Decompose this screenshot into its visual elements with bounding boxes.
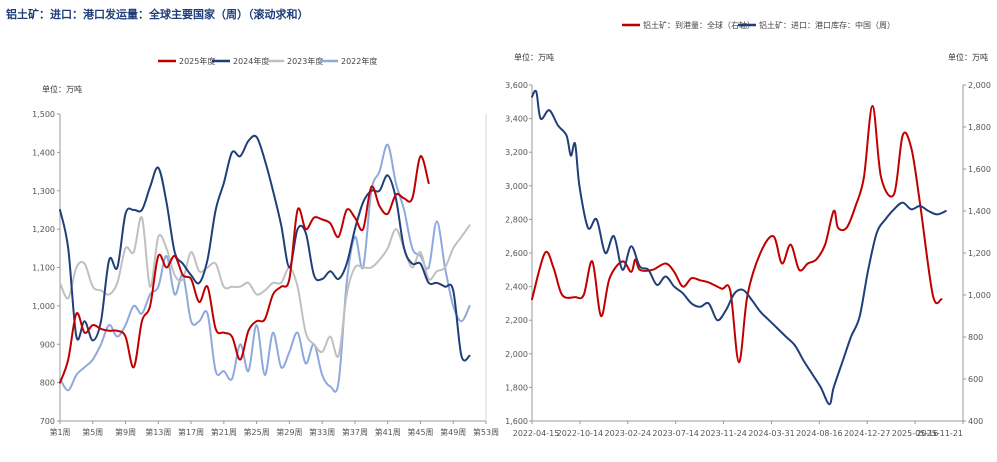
page-title: 铝土矿：进口：港口发运量：全球主要国家（周）（滚动求和） — [6, 8, 309, 21]
y-tick-label: 700 — [40, 417, 55, 426]
y-tick-label-right: 1,000 — [968, 291, 991, 300]
y-tick-label: 1,200 — [32, 225, 55, 234]
y-tick-label: 1,500 — [32, 110, 55, 119]
x-tick-label: 第1周 — [49, 427, 70, 437]
legend-label: 2023年度 — [287, 56, 323, 66]
y-tick-label-left: 1,600 — [505, 417, 528, 426]
x-tick-label: 第21周 — [211, 427, 237, 437]
y-tick-label-left: 3,600 — [505, 81, 528, 90]
x-tick-label: 2022-10-14 — [557, 429, 604, 438]
y-tick-label-left: 2,400 — [505, 283, 528, 292]
y-tick-label-right: 1,200 — [968, 249, 991, 258]
y-tick-label-right: 2,000 — [968, 81, 991, 90]
legend-label: 2024年度 — [233, 56, 269, 66]
y-tick-label-left: 3,000 — [505, 182, 528, 191]
legend-label: 2022年度 — [341, 56, 377, 66]
x-tick-label: 2025-05-16 — [892, 429, 939, 438]
y-tick-label: 1,000 — [32, 302, 55, 311]
y-tick-label: 900 — [40, 340, 55, 349]
x-tick-label: 第53周 — [473, 427, 499, 437]
x-tick-label: 2023-02-24 — [605, 429, 652, 438]
x-tick-label: 2024-08-16 — [796, 429, 843, 438]
series-line-2022年度 — [59, 143, 471, 393]
unit-label-left: 单位：万吨 — [514, 52, 554, 62]
series-line-left — [531, 89, 947, 406]
x-tick-label: 第29周 — [276, 427, 302, 437]
y-tick-label-left: 1,800 — [505, 383, 528, 392]
legend-label: 2025年度 — [179, 56, 215, 66]
x-tick-label: 2022-04-15 — [513, 429, 560, 438]
x-tick-label: 2023-07-14 — [652, 429, 699, 438]
x-tick-label: 第41周 — [375, 427, 401, 437]
y-tick-label-right: 1,600 — [968, 165, 991, 174]
y-tick-label-right: 400 — [968, 417, 983, 426]
x-tick-label: 第25周 — [244, 427, 270, 437]
y-tick-label-right: 600 — [968, 375, 983, 384]
x-tick-label: 第5周 — [82, 427, 103, 437]
legend-label: 铝土矿：进口：港口库存：中国（周） — [759, 20, 895, 30]
series-line-2023年度 — [59, 216, 471, 359]
x-tick-label: 第45周 — [407, 427, 433, 437]
unit-label-right: 单位：万吨 — [948, 52, 988, 62]
x-tick-label: 第49周 — [440, 427, 466, 437]
y-tick-label-right: 1,400 — [968, 207, 991, 216]
y-tick-label-left: 2,800 — [505, 215, 528, 224]
x-tick-label: 2023-11-24 — [700, 429, 747, 438]
y-tick-label-right: 800 — [968, 333, 983, 342]
unit-label: 单位：万吨 — [42, 84, 82, 94]
y-tick-label-left: 2,000 — [505, 350, 528, 359]
y-tick-label: 1,400 — [32, 148, 55, 157]
x-tick-label: 第13周 — [145, 427, 171, 437]
legend-label: 铝土矿：到港量：全球（右轴） — [643, 20, 755, 30]
y-tick-label-left: 2,600 — [505, 249, 528, 258]
x-tick-label: 2024-03-31 — [748, 429, 795, 438]
y-tick-label-left: 3,200 — [505, 148, 528, 157]
series-line-right — [531, 105, 943, 364]
x-tick-label: 2024-12-27 — [844, 429, 891, 438]
series-line-2025年度 — [59, 155, 430, 384]
y-tick-label-left: 2,200 — [505, 316, 528, 325]
series-line-2024年度 — [59, 134, 471, 362]
y-tick-label: 800 — [40, 379, 55, 388]
y-tick-label: 1,100 — [32, 264, 55, 273]
x-tick-label: 第37周 — [342, 427, 368, 437]
y-tick-label: 1,300 — [32, 187, 55, 196]
y-tick-label-right: 1,800 — [968, 123, 991, 132]
x-tick-label: 2025-11-21 — [917, 429, 964, 438]
x-tick-label: 第17周 — [178, 427, 204, 437]
y-tick-label-left: 3,400 — [505, 115, 528, 124]
x-tick-label: 第9周 — [115, 427, 136, 437]
x-tick-label: 第33周 — [309, 427, 335, 437]
